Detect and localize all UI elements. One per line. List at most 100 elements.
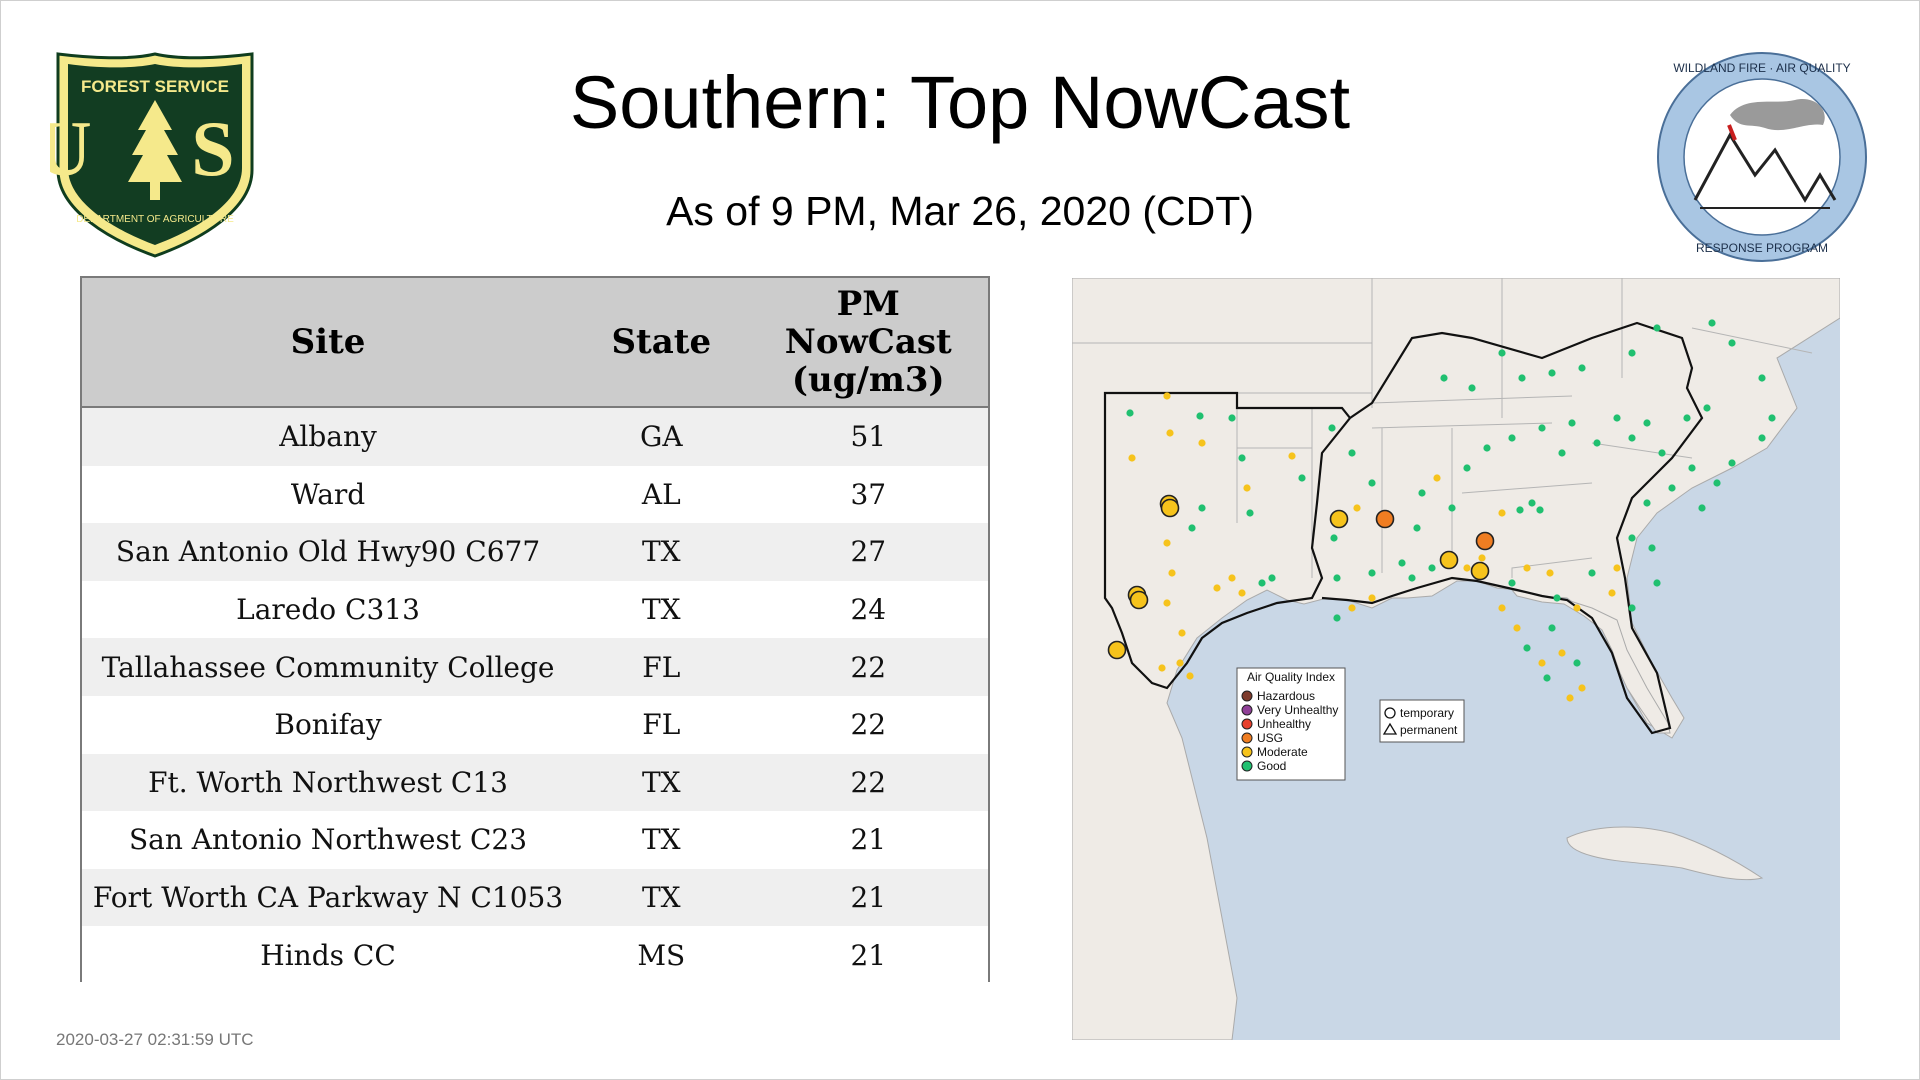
monitor-marker (1418, 489, 1426, 497)
monitor-marker (1158, 664, 1166, 672)
monitor-marker (1196, 412, 1204, 420)
cell-nowcast: 21 (748, 868, 988, 927)
cell-state: TX (574, 753, 749, 812)
monitor-marker (1588, 569, 1596, 577)
cell-site: Ward (82, 465, 575, 524)
permanent-triangle-icon (1382, 722, 1398, 735)
top-site-marker (1129, 590, 1149, 610)
cell-state: AL (574, 465, 749, 524)
pine-tree-icon (128, 100, 182, 200)
monitor-marker (1228, 574, 1236, 582)
monitor-marker (1653, 324, 1661, 332)
aqi-legend-title: Air Quality Index (1247, 670, 1335, 684)
monitor-marker (1198, 504, 1206, 512)
table-row: Albany GA 51 (82, 407, 988, 466)
cell-nowcast: 51 (748, 407, 988, 466)
cell-nowcast: 27 (748, 523, 988, 581)
table-row: Tallahassee Community College FL 22 (82, 638, 988, 696)
monitor-marker (1128, 454, 1136, 462)
monitor-marker (1573, 659, 1581, 667)
monitor-marker (1553, 594, 1561, 602)
monitor-marker (1440, 374, 1448, 382)
monitor-marker (1698, 504, 1706, 512)
monitor-marker (1613, 414, 1621, 422)
cell-state: TX (574, 580, 749, 639)
monitor-marker (1578, 364, 1586, 372)
legend-swatch-icon (1241, 718, 1253, 730)
table-row: Bonifay FL 22 (82, 695, 988, 754)
monitor-marker (1518, 374, 1526, 382)
monitor-marker (1643, 419, 1651, 427)
wildland-fire-air-quality-seal-icon: WILDLAND FIRE · AIR QUALITY RESPONSE PRO… (1657, 52, 1867, 262)
cell-nowcast: 22 (748, 695, 988, 754)
legend-label: Hazardous (1257, 689, 1315, 703)
cell-site: Fort Worth CA Parkway N C1053 (82, 868, 575, 927)
legend-label: Moderate (1257, 745, 1308, 759)
seal-text-top: WILDLAND FIRE · AIR QUALITY (1673, 61, 1850, 75)
monitor-marker (1178, 629, 1186, 637)
monitor-marker (1448, 504, 1456, 512)
monitor-marker (1628, 534, 1636, 542)
shape-legend: temporary permanent (1379, 699, 1465, 743)
cell-site: San Antonio Northwest C23 (82, 811, 575, 869)
monitor-marker (1653, 579, 1661, 587)
monitor-marker (1498, 509, 1506, 517)
monitor-marker (1428, 564, 1436, 572)
legend-label: Unhealthy (1257, 717, 1311, 731)
cell-state: GA (574, 407, 749, 466)
seal-text-bottom: RESPONSE PROGRAM (1696, 241, 1828, 255)
monitor-marker (1703, 404, 1711, 412)
monitor-marker (1126, 409, 1134, 417)
map-markers (1107, 319, 1776, 702)
cell-nowcast: 22 (748, 753, 988, 812)
monitor-marker (1398, 559, 1406, 567)
monitor-marker (1728, 459, 1736, 467)
top-site-marker (1439, 550, 1459, 570)
page-title: Southern: Top NowCast (569, 61, 1351, 144)
cell-state: TX (574, 811, 749, 869)
monitor-marker (1548, 369, 1556, 377)
cell-site: Hinds CC (82, 926, 575, 984)
monitor-marker (1463, 464, 1471, 472)
monitor-marker (1573, 604, 1581, 612)
monitor-marker (1368, 479, 1376, 487)
cell-site: Bonifay (82, 695, 575, 754)
monitor-marker (1298, 474, 1306, 482)
monitor-marker (1688, 464, 1696, 472)
monitor-marker (1166, 429, 1174, 437)
cell-nowcast: 21 (748, 926, 988, 984)
monitor-marker (1368, 569, 1376, 577)
cell-site: San Antonio Old Hwy90 C677 (82, 523, 575, 581)
monitor-marker (1268, 574, 1276, 582)
monitor-marker (1708, 319, 1716, 327)
monitor-marker (1628, 349, 1636, 357)
map-land (1072, 278, 1840, 1040)
monitor-marker (1238, 589, 1246, 597)
monitor-marker (1536, 506, 1544, 514)
legend-swatch-icon (1241, 760, 1253, 772)
monitor-marker (1523, 564, 1531, 572)
monitor-marker (1353, 504, 1361, 512)
legend-label: Good (1257, 759, 1286, 773)
monitor-marker (1513, 624, 1521, 632)
header-pm-line2: NowCast (784, 322, 952, 362)
monitor-marker (1243, 484, 1251, 492)
header-pm-line1: PM (836, 284, 900, 324)
table-row: San Antonio Old Hwy90 C677 TX 27 (82, 523, 988, 581)
monitor-marker (1758, 374, 1766, 382)
monitor-marker (1258, 579, 1266, 587)
monitor-marker (1713, 479, 1721, 487)
monitor-marker (1668, 484, 1676, 492)
monitor-marker (1613, 564, 1621, 572)
monitor-marker (1176, 659, 1184, 667)
monitor-marker (1468, 384, 1476, 392)
monitor-marker (1498, 349, 1506, 357)
cell-state: FL (574, 638, 749, 696)
table-row: San Antonio Northwest C23 TX 21 (82, 811, 988, 869)
monitor-marker (1628, 604, 1636, 612)
monitor-marker (1568, 419, 1576, 427)
legend-label: Very Unhealthy (1257, 703, 1338, 717)
monitor-marker (1578, 684, 1586, 692)
map-region-outline (1103, 321, 1704, 735)
